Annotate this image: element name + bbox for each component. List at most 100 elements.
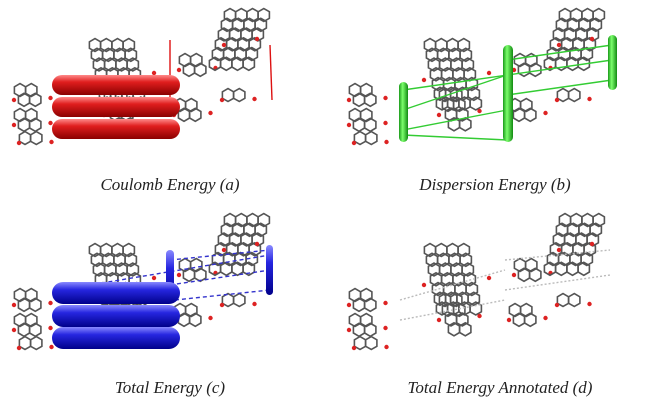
ring: [349, 289, 360, 302]
atom: [555, 98, 559, 102]
ring: [518, 268, 529, 281]
atom: [220, 303, 224, 307]
page: {"panels": [ {"caption": "Coulomb Energy…: [0, 0, 657, 397]
ring: [30, 118, 41, 131]
atom: [422, 283, 426, 287]
atom: [347, 303, 351, 307]
ring: [30, 93, 41, 106]
cylinder: [608, 35, 617, 90]
atom: [177, 68, 181, 72]
ring: [195, 63, 206, 76]
ring: [518, 63, 529, 76]
atom: [352, 346, 356, 350]
atom: [384, 140, 388, 144]
ring: [525, 313, 536, 326]
atom: [543, 111, 547, 115]
ring: [353, 93, 364, 106]
atom: [587, 302, 591, 306]
atom: [383, 96, 387, 100]
cylinder: [266, 245, 273, 295]
ring: [513, 108, 524, 121]
atom: [222, 43, 226, 47]
ring: [190, 313, 201, 326]
atom: [152, 71, 156, 75]
cylinder: [399, 82, 408, 142]
ring: [179, 54, 190, 67]
atom: [383, 301, 387, 305]
ring: [195, 268, 206, 281]
cylinder: [503, 45, 513, 142]
ring: [31, 337, 42, 350]
ring: [365, 93, 376, 106]
atom: [557, 248, 561, 252]
atom: [487, 276, 491, 280]
caption: Total Energy (c): [115, 378, 226, 397]
atom: [252, 97, 256, 101]
ring: [14, 109, 25, 122]
atom: [555, 303, 559, 307]
atom: [590, 242, 594, 246]
caption: Total Energy Annotated (d): [408, 378, 593, 397]
atom: [590, 37, 594, 41]
ring: [18, 118, 29, 131]
ring: [14, 314, 25, 327]
atom: [347, 328, 351, 332]
atom: [177, 273, 181, 277]
ring: [14, 84, 25, 97]
atom: [543, 316, 547, 320]
caption: Dispersion Energy (b): [418, 175, 571, 194]
ring: [353, 118, 364, 131]
atom: [48, 121, 52, 125]
atom: [12, 123, 16, 127]
atom: [507, 318, 511, 322]
ring: [365, 298, 376, 311]
atom: [255, 242, 259, 246]
ring: [234, 89, 245, 102]
atom: [437, 318, 441, 322]
atom: [383, 326, 387, 330]
atom: [208, 316, 212, 320]
figure: Coulomb Energy (a) Dispersion Energy (b)…: [0, 0, 657, 397]
ring: [514, 54, 525, 67]
atom: [477, 314, 481, 318]
ring: [366, 337, 377, 350]
ring: [178, 108, 189, 121]
ring: [30, 323, 41, 336]
ring: [525, 108, 536, 121]
atom: [12, 303, 16, 307]
link: [403, 110, 507, 130]
ring: [349, 314, 360, 327]
atom: [437, 113, 441, 117]
atom: [208, 111, 212, 115]
cylinder: [52, 75, 180, 95]
ring: [349, 109, 360, 122]
cylinder: [52, 282, 180, 304]
atom: [347, 123, 351, 127]
caption: Coulomb Energy (a): [100, 175, 239, 194]
cylinder: [52, 305, 180, 327]
ring: [514, 259, 525, 272]
link: [507, 80, 612, 95]
ring: [353, 298, 364, 311]
ring: [365, 323, 376, 336]
ring: [183, 63, 194, 76]
atom: [48, 96, 52, 100]
atom: [383, 121, 387, 125]
atom: [587, 97, 591, 101]
ring: [365, 118, 376, 131]
atom: [152, 276, 156, 280]
atom: [17, 141, 21, 145]
atom: [17, 346, 21, 350]
atom: [12, 98, 16, 102]
atom: [48, 326, 52, 330]
atom: [222, 248, 226, 252]
atom: [220, 98, 224, 102]
atom: [49, 140, 53, 144]
link: [403, 135, 507, 140]
atom: [477, 109, 481, 113]
ring: [366, 132, 377, 145]
ring: [530, 268, 541, 281]
atom: [512, 273, 516, 277]
atom: [49, 345, 53, 349]
cylinder: [52, 97, 180, 117]
